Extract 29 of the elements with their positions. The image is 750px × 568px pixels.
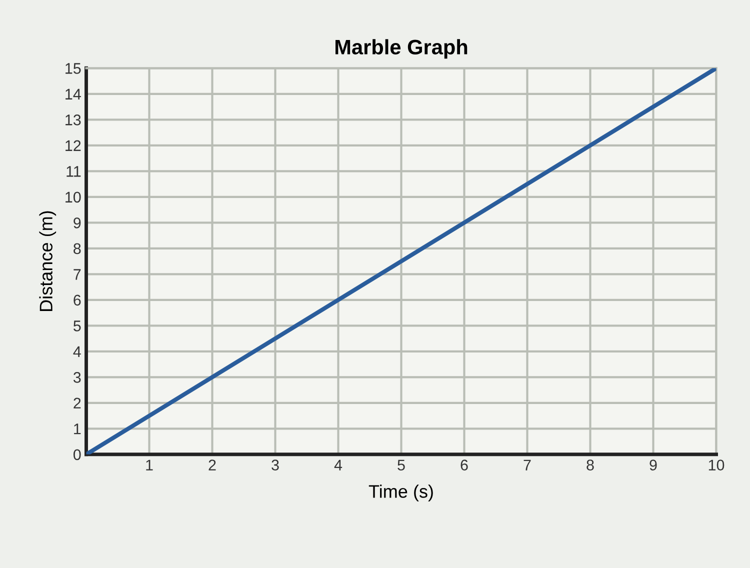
y-tick-label: 4 bbox=[73, 346, 81, 357]
x-axis-title: Time (s) bbox=[368, 484, 433, 502]
y-tick-label: 11 bbox=[66, 166, 81, 177]
x-tick-label: 5 bbox=[398, 460, 405, 470]
x-tick-label: 3 bbox=[272, 460, 279, 470]
y-tick-label: 12 bbox=[66, 140, 81, 151]
y-tick-label: 3 bbox=[73, 372, 81, 383]
y-tick-label: 2 bbox=[74, 398, 81, 408]
x-tick-label: 9 bbox=[650, 460, 657, 470]
chart-title: Marble Graph bbox=[336, 39, 468, 59]
x-tick-label: 7 bbox=[524, 460, 531, 470]
y-axis-title: Distance (m) bbox=[39, 211, 56, 311]
y-tick-label: 8 bbox=[74, 243, 81, 254]
y-tick-label: 6 bbox=[74, 294, 81, 306]
y-tick-label: 0 bbox=[73, 449, 81, 460]
y-tick-label: 7 bbox=[74, 269, 81, 280]
x-tick-label: 6 bbox=[460, 460, 468, 470]
y-tick-label: 10 bbox=[66, 192, 81, 203]
y-tick-label: 13 bbox=[66, 114, 81, 126]
x-tick-label: 8 bbox=[586, 460, 594, 470]
x-tick-label: 2 bbox=[208, 460, 216, 470]
y-tick-label: 15 bbox=[66, 63, 81, 74]
y-tick-label: 5 bbox=[74, 320, 81, 332]
y-tick-label: 1 bbox=[74, 424, 81, 434]
x-tick-label: 1 bbox=[146, 460, 153, 470]
y-tick-label: 14 bbox=[66, 88, 81, 100]
x-tick-label: 10 bbox=[708, 460, 724, 470]
y-tick-label: 9 bbox=[74, 218, 81, 228]
x-tick-label: 4 bbox=[334, 460, 342, 470]
